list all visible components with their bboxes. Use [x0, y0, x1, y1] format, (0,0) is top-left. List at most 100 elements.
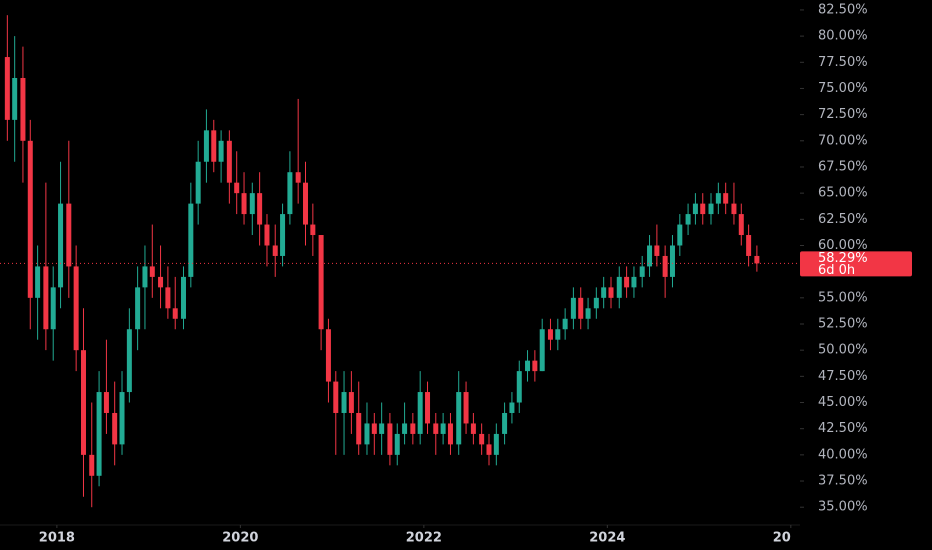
y-tick-label: 82.50%: [818, 2, 868, 17]
candle-body: [142, 266, 148, 288]
candle-body: [708, 203, 714, 215]
candle-body: [493, 433, 499, 455]
y-tick-label: 42.50%: [818, 421, 868, 436]
y-tick-label: 45.00%: [818, 395, 868, 410]
candle-body: [89, 454, 95, 476]
x-tick-label: 2018: [39, 531, 75, 546]
candle-body: [502, 412, 508, 434]
candle-body: [96, 392, 102, 476]
candle-body: [43, 266, 49, 330]
x-tick-label: 2022: [406, 531, 442, 546]
y-tick-label: 70.00%: [818, 133, 868, 148]
candle-body: [562, 318, 568, 330]
candle-body: [555, 329, 561, 340]
candle-body: [218, 140, 224, 162]
y-tick-label: 72.50%: [818, 107, 868, 122]
candle-body: [539, 329, 545, 372]
candle-body: [310, 224, 316, 236]
candle-body: [402, 423, 408, 434]
candle-body: [325, 329, 331, 382]
candle-body: [470, 423, 476, 434]
candle-body: [234, 182, 240, 194]
candle-body: [723, 193, 729, 204]
x-tick-label: 2024: [589, 531, 625, 546]
candle-body: [486, 444, 492, 455]
candle-body: [4, 57, 10, 120]
candle-body: [50, 287, 56, 330]
candle-body: [226, 140, 232, 183]
candle-body: [272, 245, 278, 256]
y-tick-label: 47.50%: [818, 369, 868, 384]
candle-body: [73, 266, 79, 351]
x-tick-label: 20: [773, 531, 791, 546]
candle-body: [66, 203, 72, 267]
candle-body: [180, 276, 186, 319]
candle-body: [58, 203, 64, 288]
candle-body: [578, 297, 584, 319]
candle-body: [754, 255, 760, 264]
candle-body: [348, 392, 354, 413]
candle-body: [257, 193, 263, 225]
candle-body: [364, 423, 370, 445]
last-price-box: [800, 251, 912, 277]
candle-body: [662, 255, 668, 277]
y-tick-label: 37.50%: [818, 474, 868, 489]
candle-body: [112, 412, 118, 445]
candle-body: [731, 203, 737, 215]
candle-body: [525, 360, 531, 372]
candle-body: [410, 423, 416, 434]
candle-body: [417, 392, 423, 434]
candle-body: [80, 350, 86, 455]
candle-body: [394, 433, 400, 455]
candle-body: [631, 276, 637, 288]
y-tick-label: 77.50%: [818, 55, 868, 70]
candle-body: [20, 77, 26, 141]
candle-body: [195, 161, 201, 204]
candle-body: [669, 245, 675, 277]
candle-body: [715, 193, 721, 204]
candle-body: [654, 245, 660, 256]
candle-body: [532, 360, 538, 372]
candle-body: [249, 193, 255, 215]
candle-body: [135, 287, 141, 330]
candle-body: [570, 297, 576, 319]
candle-body: [639, 266, 645, 277]
candle-body: [211, 130, 217, 162]
candle-body: [585, 308, 591, 319]
candle-body: [463, 392, 469, 424]
candle-body: [356, 412, 362, 445]
candle-body: [440, 423, 446, 434]
y-tick-label: 62.50%: [818, 212, 868, 227]
y-tick-label: 55.00%: [818, 290, 868, 305]
candle-body: [165, 287, 171, 309]
y-tick-label: 60.00%: [818, 238, 868, 253]
candle-body: [433, 423, 439, 434]
candle-body: [608, 287, 614, 298]
candle-body: [547, 329, 553, 340]
countdown-label: 6d 0h: [818, 263, 855, 278]
candle-body: [27, 140, 33, 298]
candle-body: [425, 392, 431, 424]
candle-body: [379, 423, 385, 434]
y-tick-label: 80.00%: [818, 29, 868, 44]
candle-body: [624, 276, 630, 288]
candle-body: [479, 433, 485, 445]
candle-body: [601, 287, 607, 298]
candle-body: [149, 266, 155, 277]
last-price-label: 58.29%: [818, 251, 868, 266]
candle-body: [188, 203, 194, 277]
candle-body: [264, 224, 270, 246]
candle-body: [126, 329, 132, 393]
candle-body: [371, 423, 377, 434]
candle-body: [647, 245, 653, 267]
candle-body: [158, 276, 164, 288]
candle-body: [456, 392, 462, 445]
y-tick-label: 75.00%: [818, 81, 868, 96]
y-tick-label: 52.50%: [818, 317, 868, 332]
candle-body: [738, 214, 744, 236]
candle-body: [447, 423, 453, 445]
candle-body: [333, 381, 339, 413]
y-tick-label: 35.00%: [818, 500, 868, 515]
